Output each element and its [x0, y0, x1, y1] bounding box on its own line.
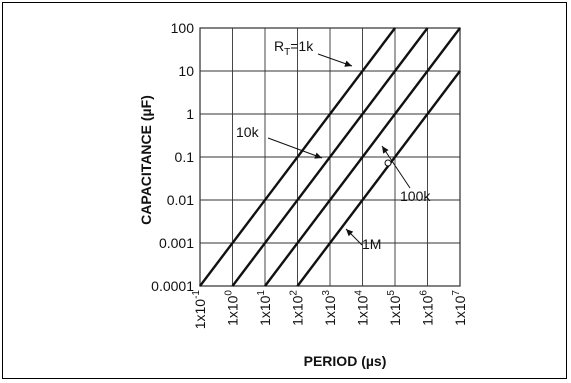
x-tick-label: 1x105 [386, 290, 403, 326]
svg-text:1x100: 1x100 [224, 290, 241, 326]
series-line-100k [264, 27, 461, 287]
x-tick-label: 1x102 [289, 290, 306, 326]
y-tick-label: 0.001 [159, 235, 194, 251]
x-axis-label: PERIOD (µs) [304, 353, 387, 369]
x-tick-label: 1x103 [321, 290, 338, 326]
svg-text:1x106: 1x106 [419, 290, 436, 326]
x-tick-label: 1x107 [451, 290, 468, 326]
rt10k-arrowhead [314, 152, 322, 159]
rt10k-leader [267, 137, 323, 159]
series-line-1M [296, 70, 461, 287]
x-tick-label: 1x101 [256, 290, 273, 326]
series-line-10k [231, 27, 429, 287]
y-tick-label: 0.0001 [151, 278, 194, 294]
svg-text:1x10-1: 1x10-1 [191, 290, 208, 330]
x-tick-label: 1x100 [224, 290, 241, 326]
rt100k-marker [384, 159, 392, 167]
annotation-rt1k: RT=1k [274, 38, 314, 58]
x-tick-label: 1x104 [354, 290, 371, 326]
series-lines [199, 27, 461, 287]
annotations: RT=1k 10k 100k 1M [236, 38, 431, 252]
svg-text:1x103: 1x103 [321, 290, 338, 326]
y-tick-label: 0.01 [167, 192, 194, 208]
chart-frame [2, 2, 567, 379]
x-tick-label: 1x106 [419, 290, 436, 326]
y-tick-label: 100 [171, 20, 195, 36]
rt1k-arrowhead [344, 60, 352, 67]
svg-text:1x101: 1x101 [256, 290, 273, 326]
svg-text:1x105: 1x105 [386, 290, 403, 326]
y-tick-label: 10 [178, 63, 194, 79]
svg-text:1x102: 1x102 [289, 290, 306, 326]
annotation-rt1m: 1M [362, 236, 381, 252]
x-tick-label: 1x10-1 [191, 290, 208, 330]
rt100k-arrowhead [382, 146, 389, 154]
y-axis-label: CAPACITANCE (µF) [138, 95, 154, 225]
rt1m-arrowhead [346, 229, 354, 237]
y-tick-label: 1 [186, 106, 194, 122]
svg-text:1x104: 1x104 [354, 290, 371, 326]
series-line-1k [199, 27, 396, 287]
rt100k-leader [381, 145, 411, 189]
svg-text:1x107: 1x107 [451, 290, 468, 326]
y-tick-label: 0.1 [175, 149, 195, 165]
annotation-rt10k: 10k [236, 124, 260, 140]
annotation-rt100k: 100k [400, 188, 431, 204]
